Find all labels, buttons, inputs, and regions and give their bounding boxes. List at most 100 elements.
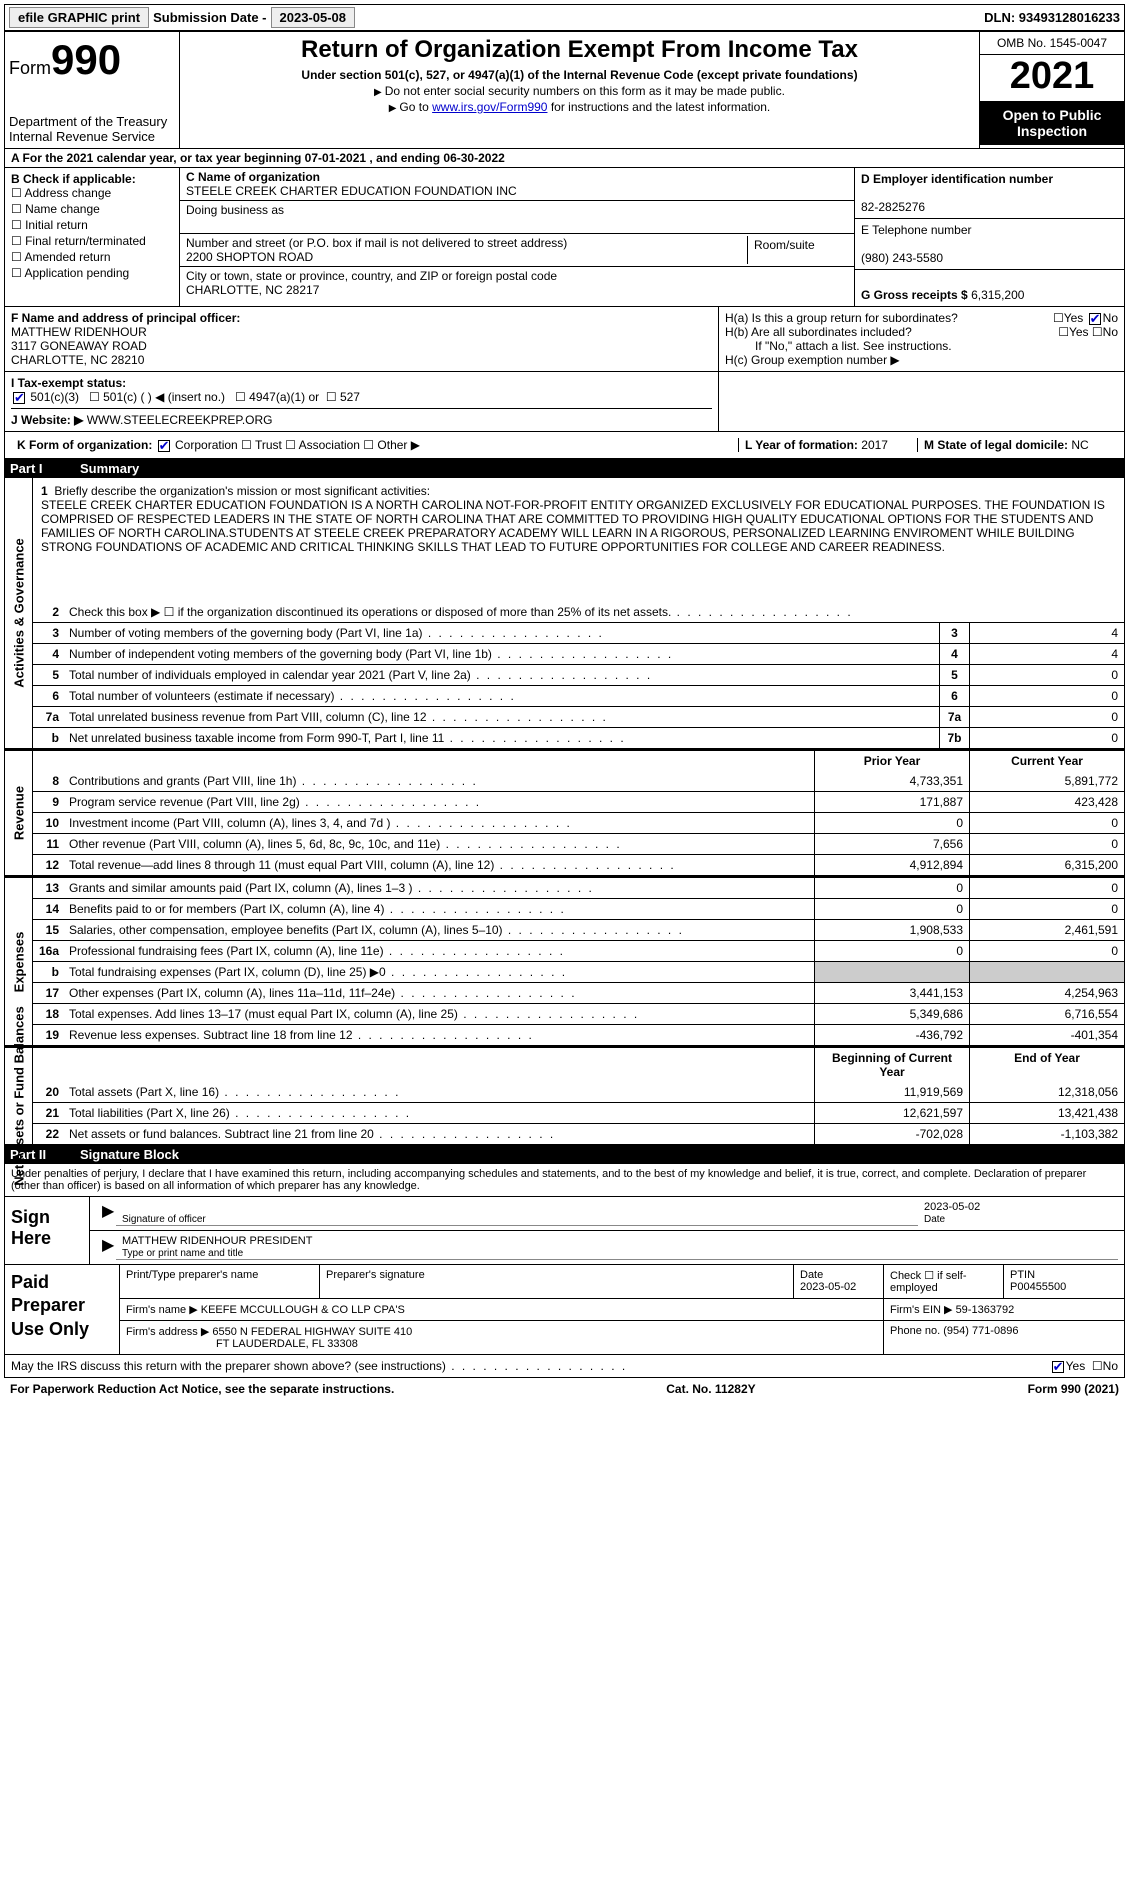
line-desc: Net assets or fund balances. Subtract li… [63, 1124, 814, 1144]
col-b-header: B Check if applicable: [11, 172, 136, 186]
summary-line: 14Benefits paid to or for members (Part … [33, 898, 1124, 919]
opt-association[interactable]: Association [299, 438, 360, 452]
row-i-j: I Tax-exempt status: 501(c)(3) ☐ 501(c) … [4, 372, 1125, 432]
col-end-year: End of Year [969, 1048, 1124, 1082]
opt-trust[interactable]: Trust [255, 438, 282, 452]
current-year-value: 423,428 [969, 792, 1124, 812]
line-num: b [33, 728, 63, 748]
part-1-header: Part I Summary [4, 459, 1125, 478]
line-num: 18 [33, 1004, 63, 1024]
ha-no-check-icon[interactable] [1089, 313, 1101, 325]
discuss-no[interactable]: No [1103, 1359, 1118, 1373]
chk-amended-return[interactable]: Amended return [24, 250, 110, 264]
sig-perjury-statement: Under penalties of perjury, I declare th… [5, 1164, 1124, 1197]
dln: DLN: 93493128016233 [984, 10, 1120, 25]
prior-year-value: 0 [814, 878, 969, 898]
line-box: 5 [939, 665, 969, 685]
501c3-check-icon[interactable] [13, 392, 25, 404]
current-year-value: -401,354 [969, 1025, 1124, 1045]
hc-group-exemption: H(c) Group exemption number ▶ [725, 353, 1118, 367]
discuss-yes-check-icon[interactable] [1052, 1361, 1064, 1373]
summary-line: 7aTotal unrelated business revenue from … [33, 706, 1124, 727]
col-b-checkboxes: B Check if applicable: ☐ Address change … [5, 168, 180, 306]
corp-check-icon[interactable] [158, 440, 170, 452]
line-desc: Professional fundraising fees (Part IX, … [63, 941, 814, 961]
ha-group-return: H(a) Is this a group return for subordin… [725, 311, 958, 325]
omb-number: OMB No. 1545-0047 [980, 32, 1124, 55]
prior-year-value: -436,792 [814, 1025, 969, 1045]
f-officer-label: F Name and address of principal officer: [11, 311, 240, 325]
form-number: 990 [51, 36, 121, 83]
line-desc: Total number of individuals employed in … [63, 665, 939, 685]
year-formation: 2017 [861, 438, 888, 452]
hb-subordinates: H(b) Are all subordinates included? [725, 325, 912, 339]
summary-line: 19Revenue less expenses. Subtract line 1… [33, 1024, 1124, 1045]
line-num: 13 [33, 878, 63, 898]
hb-yes[interactable]: Yes [1069, 325, 1089, 339]
line-1-num: 1 [41, 484, 48, 498]
topbar: efile GRAPHIC print Submission Date - 20… [4, 4, 1125, 31]
current-year-value: 0 [969, 878, 1124, 898]
line-num: 5 [33, 665, 63, 685]
prior-year-value: 4,733,351 [814, 771, 969, 791]
line-num: 7a [33, 707, 63, 727]
opt-501c[interactable]: 501(c) ( ) ◀ (insert no.) [103, 390, 225, 404]
summary-line: 3Number of voting members of the governi… [33, 622, 1124, 643]
line-num: 6 [33, 686, 63, 706]
opt-other[interactable]: Other ▶ [377, 438, 420, 452]
line-desc: Grants and similar amounts paid (Part IX… [63, 878, 814, 898]
c-label: C Name of organization [186, 170, 320, 184]
vtab-governance: Activities & Governance [11, 538, 26, 688]
officer-addr: 3117 GONEAWAY ROAD [11, 339, 147, 353]
vtab-expenses: Expenses [11, 931, 26, 992]
submission-date-label: Submission Date - [153, 10, 266, 25]
chk-application-pending[interactable]: Application pending [24, 266, 129, 280]
irs-link[interactable]: www.irs.gov/Form990 [432, 100, 547, 114]
chk-name-change[interactable]: Name change [25, 202, 100, 216]
opt-4947[interactable]: 4947(a)(1) or [249, 390, 319, 404]
line-desc: Total expenses. Add lines 13–17 (must eq… [63, 1004, 814, 1024]
firm-name-label: Firm's name ▶ [126, 1304, 198, 1316]
ha-yes[interactable]: Yes [1064, 311, 1084, 325]
chk-initial-return[interactable]: Initial return [25, 218, 88, 232]
dba-label: Doing business as [186, 203, 284, 217]
net-assets-section: Net Assets or Fund Balances Beginning of… [4, 1046, 1125, 1145]
vtab-revenue: Revenue [11, 786, 26, 840]
line-num: 3 [33, 623, 63, 643]
chk-address-change[interactable]: Address change [24, 186, 111, 200]
row-a-tax-year: A For the 2021 calendar year, or tax yea… [4, 149, 1125, 168]
hb-no[interactable]: No [1103, 325, 1118, 339]
line-box: 3 [939, 623, 969, 643]
line-num: 21 [33, 1103, 63, 1123]
prep-name-hdr: Print/Type preparer's name [120, 1265, 320, 1298]
state-domicile: NC [1071, 438, 1088, 452]
line-value: 0 [969, 665, 1124, 685]
summary-line: 22Net assets or fund balances. Subtract … [33, 1123, 1124, 1144]
opt-corporation: Corporation [175, 438, 238, 452]
chk-final-return[interactable]: Final return/terminated [25, 234, 146, 248]
prior-year-value: 0 [814, 941, 969, 961]
officer-name: MATTHEW RIDENHOUR [11, 325, 147, 339]
i-tax-status-label: I Tax-exempt status: [11, 376, 126, 390]
city-state-zip: CHARLOTTE, NC 28217 [186, 283, 319, 297]
line-desc: Salaries, other compensation, employee b… [63, 920, 814, 940]
prep-sig-hdr: Preparer's signature [320, 1265, 794, 1298]
line-num: 20 [33, 1082, 63, 1102]
current-year-value: 2,461,591 [969, 920, 1124, 940]
goto-suffix: for instructions and the latest informat… [547, 100, 770, 114]
j-website-label: J Website: ▶ [11, 413, 83, 427]
opt-527[interactable]: 527 [340, 390, 360, 404]
firm-addr-label: Firm's address ▶ [126, 1326, 209, 1338]
line-box: 7a [939, 707, 969, 727]
line-value: 0 [969, 728, 1124, 748]
line-num: 11 [33, 834, 63, 854]
current-year-value: 5,891,772 [969, 771, 1124, 791]
efile-print-button[interactable]: efile GRAPHIC print [9, 7, 149, 28]
prep-self-emp[interactable]: Check ☐ if self-employed [884, 1265, 1004, 1298]
line-num: 9 [33, 792, 63, 812]
firm-city: FT LAUDERDALE, FL 33308 [126, 1338, 358, 1350]
prior-year-value: 11,919,569 [814, 1082, 969, 1102]
addr-label: Number and street (or P.O. box if mail i… [186, 236, 567, 250]
prep-date-hdr: Date [800, 1269, 823, 1281]
prior-year-value: 3,441,153 [814, 983, 969, 1003]
